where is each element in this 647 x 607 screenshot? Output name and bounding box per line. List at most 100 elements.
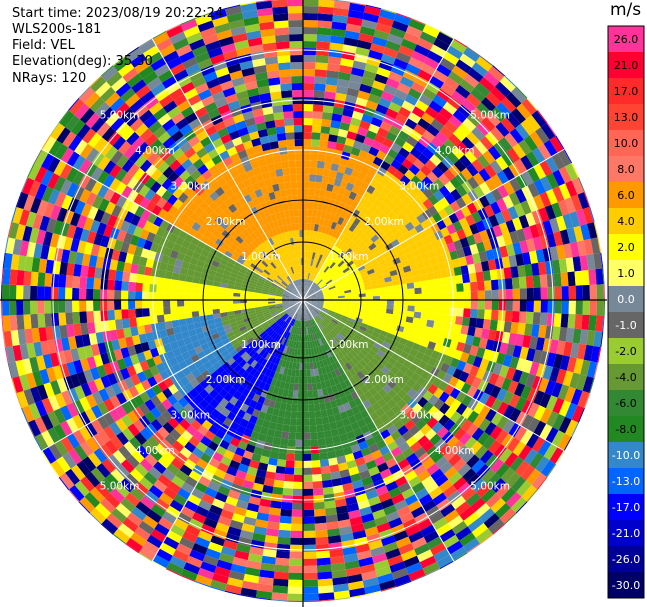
range-gate	[146, 509, 162, 524]
range-gate	[382, 353, 392, 362]
range-gate	[257, 364, 265, 373]
range-gate	[570, 342, 580, 359]
range-gate	[290, 333, 294, 341]
range-gate	[336, 287, 344, 291]
range-gate	[333, 0, 351, 10]
range-gate	[233, 289, 241, 294]
range-gate	[400, 305, 408, 311]
range-gate	[313, 286, 320, 292]
range-gate	[239, 268, 247, 275]
range-gate	[284, 410, 292, 419]
range-gate	[214, 196, 224, 207]
range-gate	[509, 128, 524, 144]
range-gate	[282, 246, 288, 255]
range-gate	[517, 265, 526, 278]
range-gate	[443, 204, 455, 216]
range-gate	[479, 55, 494, 67]
range-gate	[327, 312, 335, 318]
range-gate	[43, 202, 55, 218]
range-gate	[339, 64, 353, 74]
range-gate	[252, 532, 266, 542]
range-gate	[362, 356, 371, 365]
range-gate	[432, 377, 443, 388]
range-gate	[303, 76, 315, 84]
range-gate	[234, 550, 250, 561]
range-gate	[33, 341, 43, 357]
range-gate	[293, 467, 303, 475]
range-gate	[335, 310, 343, 316]
range-gate	[331, 478, 343, 487]
range-gate	[446, 242, 457, 253]
range-gate	[228, 222, 238, 231]
range-gate	[308, 258, 312, 266]
range-gate	[254, 306, 262, 311]
range-gate	[312, 474, 322, 482]
range-gate	[516, 358, 527, 372]
range-gate	[512, 300, 520, 312]
range-gate	[293, 289, 299, 295]
range-gate	[328, 228, 335, 237]
range-gate	[539, 392, 552, 409]
range-gate	[374, 73, 389, 85]
range-gate	[290, 523, 303, 531]
range-gate	[406, 408, 417, 420]
range-gate	[351, 110, 364, 121]
range-gate	[276, 305, 283, 309]
range-gate	[564, 197, 576, 214]
range-gate	[379, 357, 388, 367]
range-gate	[428, 293, 436, 300]
range-gate	[232, 328, 241, 335]
range-gate	[342, 326, 350, 333]
range-gate	[304, 286, 307, 294]
range-gate	[543, 443, 558, 461]
range-gate	[322, 373, 329, 382]
range-gate	[407, 87, 422, 100]
range-gate	[298, 313, 301, 321]
range-gate	[252, 393, 261, 403]
range-gate	[296, 300, 303, 302]
range-gate	[379, 9, 396, 21]
range-gate	[359, 26, 376, 37]
range-gate	[122, 198, 134, 211]
range-gate	[341, 439, 351, 449]
range-gate	[131, 79, 147, 94]
range-gate	[352, 60, 367, 71]
range-gate	[273, 571, 289, 580]
range-gate	[376, 242, 386, 251]
range-gate	[245, 406, 255, 416]
range-gate	[261, 295, 269, 299]
range-gate	[311, 216, 317, 224]
range-gate	[150, 503, 166, 518]
range-gate	[446, 435, 460, 449]
range-gate	[351, 357, 360, 366]
range-gate	[545, 156, 559, 173]
range-gate	[94, 267, 103, 279]
range-gate	[121, 414, 134, 428]
range-gate	[272, 220, 280, 229]
range-gate	[462, 226, 473, 238]
range-gate	[414, 287, 422, 295]
range-gate	[364, 218, 374, 228]
range-gate	[527, 417, 540, 433]
range-gate	[461, 98, 477, 113]
range-gate	[346, 16, 363, 27]
range-gate	[512, 369, 523, 383]
range-gate	[478, 168, 491, 182]
range-gate	[171, 319, 180, 328]
range-gate	[226, 311, 235, 316]
range-gate	[324, 365, 331, 374]
range-gate	[509, 456, 524, 472]
range-gate	[430, 450, 444, 464]
range-gate	[462, 117, 477, 132]
range-gate	[205, 125, 218, 137]
range-gate	[222, 156, 234, 167]
range-gate	[448, 275, 457, 285]
range-gate	[259, 426, 269, 436]
range-gate	[72, 311, 81, 325]
range-gate	[328, 457, 338, 466]
range-gate	[501, 331, 511, 344]
range-gate	[172, 37, 190, 51]
range-gate	[303, 432, 311, 440]
range-gate	[512, 441, 527, 457]
range-gate	[84, 422, 98, 438]
